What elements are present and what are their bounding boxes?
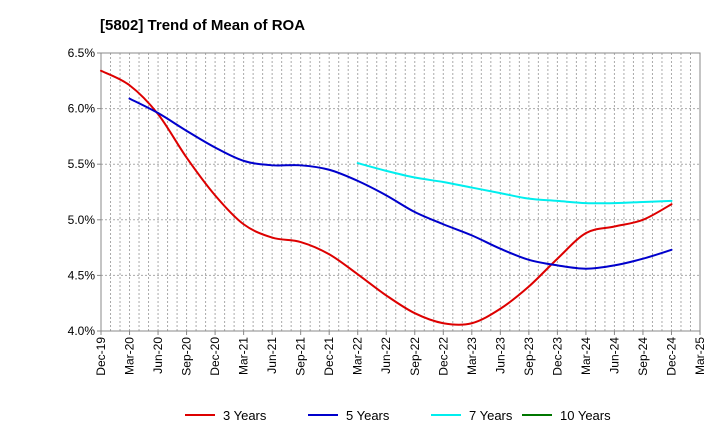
y-tick-label: 5.5% xyxy=(68,157,96,171)
x-tick-label: Jun-22 xyxy=(379,337,393,374)
x-tick-label: Mar-20 xyxy=(123,337,137,375)
x-tick-label: Mar-25 xyxy=(693,337,707,375)
x-tick-label: Jun-21 xyxy=(265,337,279,374)
grid-lines xyxy=(101,52,700,332)
series-line-3-years xyxy=(100,69,673,326)
x-tick-label: Sep-22 xyxy=(408,337,422,376)
x-tick-label: Dec-19 xyxy=(94,337,108,376)
series-line-7-years xyxy=(356,162,673,205)
chart-title: [5802] Trend of Mean of ROA xyxy=(100,17,305,34)
legend-label-10-years: 10 Years xyxy=(560,408,611,423)
series-line-5-years xyxy=(128,97,673,270)
legend-label-5-years: 5 Years xyxy=(346,408,390,423)
y-tick-label: 4.5% xyxy=(68,268,96,282)
legend: 3 Years 5 Years 7 Years 10 Years xyxy=(185,408,611,423)
x-tick-label: Mar-24 xyxy=(579,337,593,375)
legend-label-7-years: 7 Years xyxy=(469,408,513,423)
x-tick-label: Mar-21 xyxy=(237,337,251,375)
series-lines xyxy=(100,69,673,326)
x-tick-label: Sep-20 xyxy=(180,337,194,376)
y-tick-label: 5.0% xyxy=(68,213,96,227)
x-tick-label: Mar-23 xyxy=(465,337,479,375)
axes: 4.0% 4.5% 5.0% 5.5% 6.0% 6.5% Dec-19 Mar-20 Jun-… xyxy=(68,46,707,376)
x-tick-label: Jun-24 xyxy=(607,337,621,374)
x-tick-label: Dec-21 xyxy=(322,337,336,376)
x-tick-label: Sep-23 xyxy=(522,337,536,376)
y-tick-label: 6.5% xyxy=(68,46,96,60)
x-tick-label: Dec-22 xyxy=(436,337,450,376)
x-tick-label: Dec-20 xyxy=(208,337,222,376)
x-tick-label: Mar-22 xyxy=(351,337,365,375)
x-tick-label: Dec-23 xyxy=(550,337,564,376)
x-tick-label: Sep-21 xyxy=(294,337,308,376)
x-tick-label: Jun-23 xyxy=(493,337,507,374)
y-tick-label: 6.0% xyxy=(68,102,96,116)
x-tick-label: Sep-24 xyxy=(636,337,650,376)
plot-frame xyxy=(100,52,701,332)
legend-label-3-years: 3 Years xyxy=(223,408,267,423)
x-tick-label: Jun-20 xyxy=(151,337,165,374)
y-tick-label: 4.0% xyxy=(68,324,96,338)
x-tick-label: Dec-24 xyxy=(664,337,678,376)
